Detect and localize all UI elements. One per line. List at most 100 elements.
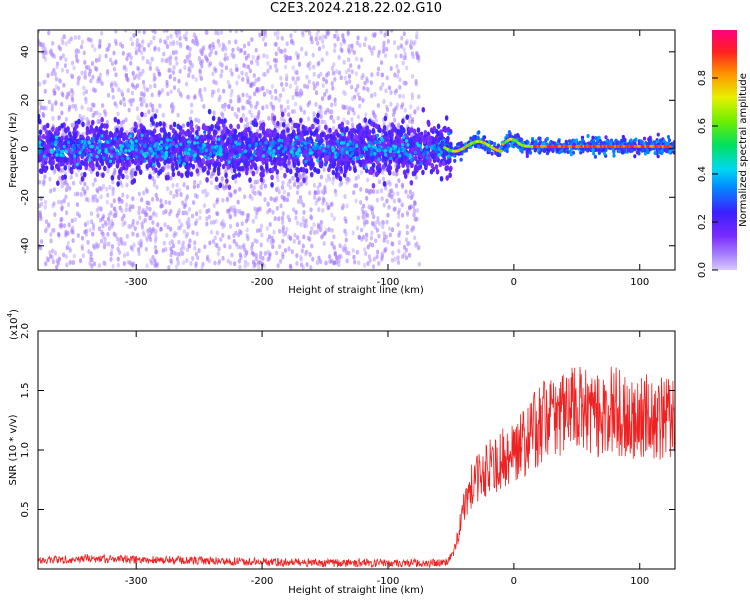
spectrogram-point [314,101,318,107]
spectrogram-point [184,36,188,42]
spectrogram-point [167,67,171,73]
spectrogram-point [272,229,276,235]
spectrogram-point [352,190,356,196]
spectrogram-point [182,260,186,266]
spectrogram-point [45,135,49,142]
spectrogram-point [413,155,418,162]
spectrogram-point [386,212,390,218]
spectrogram-point [140,224,145,230]
spectrogram-point [364,188,369,194]
spectrogram-point [299,255,303,260]
spectrogram-point [435,155,439,161]
spectrogram-point [265,157,269,164]
spectrogram-point [175,61,179,66]
spectrogram-point [260,122,264,129]
spectrogram-point [162,121,166,128]
spectrogram-point [90,43,95,49]
spectrogram-point [38,216,41,222]
spectrogram-point [320,119,324,125]
spectrogram-point [250,37,254,43]
spectrogram-point [413,235,417,241]
spectrogram-point [168,60,172,66]
spectrogram-point [287,153,291,160]
spectrogram-point [160,57,164,63]
spectrogram-point [292,238,296,244]
spectrogram-point [285,167,290,174]
spectrogram-point [352,50,356,56]
spectrogram-point [218,61,222,67]
spectrogram-point [150,196,155,202]
spectrogram-point [226,79,230,85]
spectrogram-point [190,126,195,133]
spectrogram-point [123,241,127,246]
spectrogram-point [93,47,97,52]
spectrogram-point [402,47,406,53]
spectrogram-point [323,185,327,190]
spectrogram-point [95,161,99,168]
spectrogram-point [165,44,170,50]
spectrogram-point [333,48,337,54]
spectrogram-point [165,232,169,238]
spectrogram-point [177,78,181,84]
spectrogram-point [299,199,304,205]
spectrogram-point [171,107,175,113]
spectrogram-point [169,175,173,181]
spectrogram-point [164,199,168,205]
spectrogram-point [360,237,364,242]
spectrogram-point [392,171,396,177]
spectrogram-point [298,92,302,98]
spectrogram-point [356,114,361,120]
spectrogram-point [332,260,337,266]
spectrogram-point [193,40,197,46]
spectrogram-point [324,260,328,266]
spectrogram-point [80,105,84,110]
spectrogram-point [216,251,221,257]
spectrogram-point [397,178,401,184]
spectrogram-point [398,93,402,99]
spectrogram-point [336,163,340,169]
spectrogram-point [335,69,339,74]
spectrogram-point [169,89,173,95]
spectrogram-point [44,199,48,205]
spectrogram-point [174,164,179,171]
spectrogram-point [73,191,77,197]
spectrogram-point [354,87,358,93]
spectrogram-point [223,118,227,124]
spectrogram-point [221,42,225,48]
spectrogram-point [343,104,347,110]
spectrogram-point [211,157,215,164]
spectrogram-point [114,30,118,34]
spectrogram-point [62,223,67,229]
spectrogram-point [68,260,72,265]
spectrogram-point [68,248,72,253]
spectrogram-point [134,50,138,56]
spectrogram-point [314,128,319,135]
spectrogram-point [214,161,219,168]
spectrogram-point [224,147,229,154]
spectrogram-point [158,120,163,127]
spectrogram-point [408,119,412,124]
spectrogram-point [203,54,208,60]
spectrogram-point [315,32,319,37]
spectrogram-point [207,258,211,264]
spectrogram-point [270,112,275,118]
spectrogram-point [319,174,324,180]
spectrogram-point [212,219,216,225]
spectrogram-point [210,123,214,130]
spectrogram-point [221,112,225,118]
spectrogram-point [121,173,125,180]
spectrogram-point [396,222,400,228]
spectrogram-point [293,232,297,238]
spectrogram-point [381,220,385,226]
spectrogram-point [174,188,179,194]
spectrogram-point [371,242,375,248]
spectrogram-point [400,212,405,218]
spectrogram-point [161,248,165,253]
spectrogram-point [86,220,90,226]
spectrogram-point [332,118,336,124]
spectrogram-point [411,141,416,148]
spectrogram-point [196,41,200,47]
spectrogram-point [46,73,50,78]
spectrogram-point [320,96,325,102]
spectrogram-point [295,85,299,91]
